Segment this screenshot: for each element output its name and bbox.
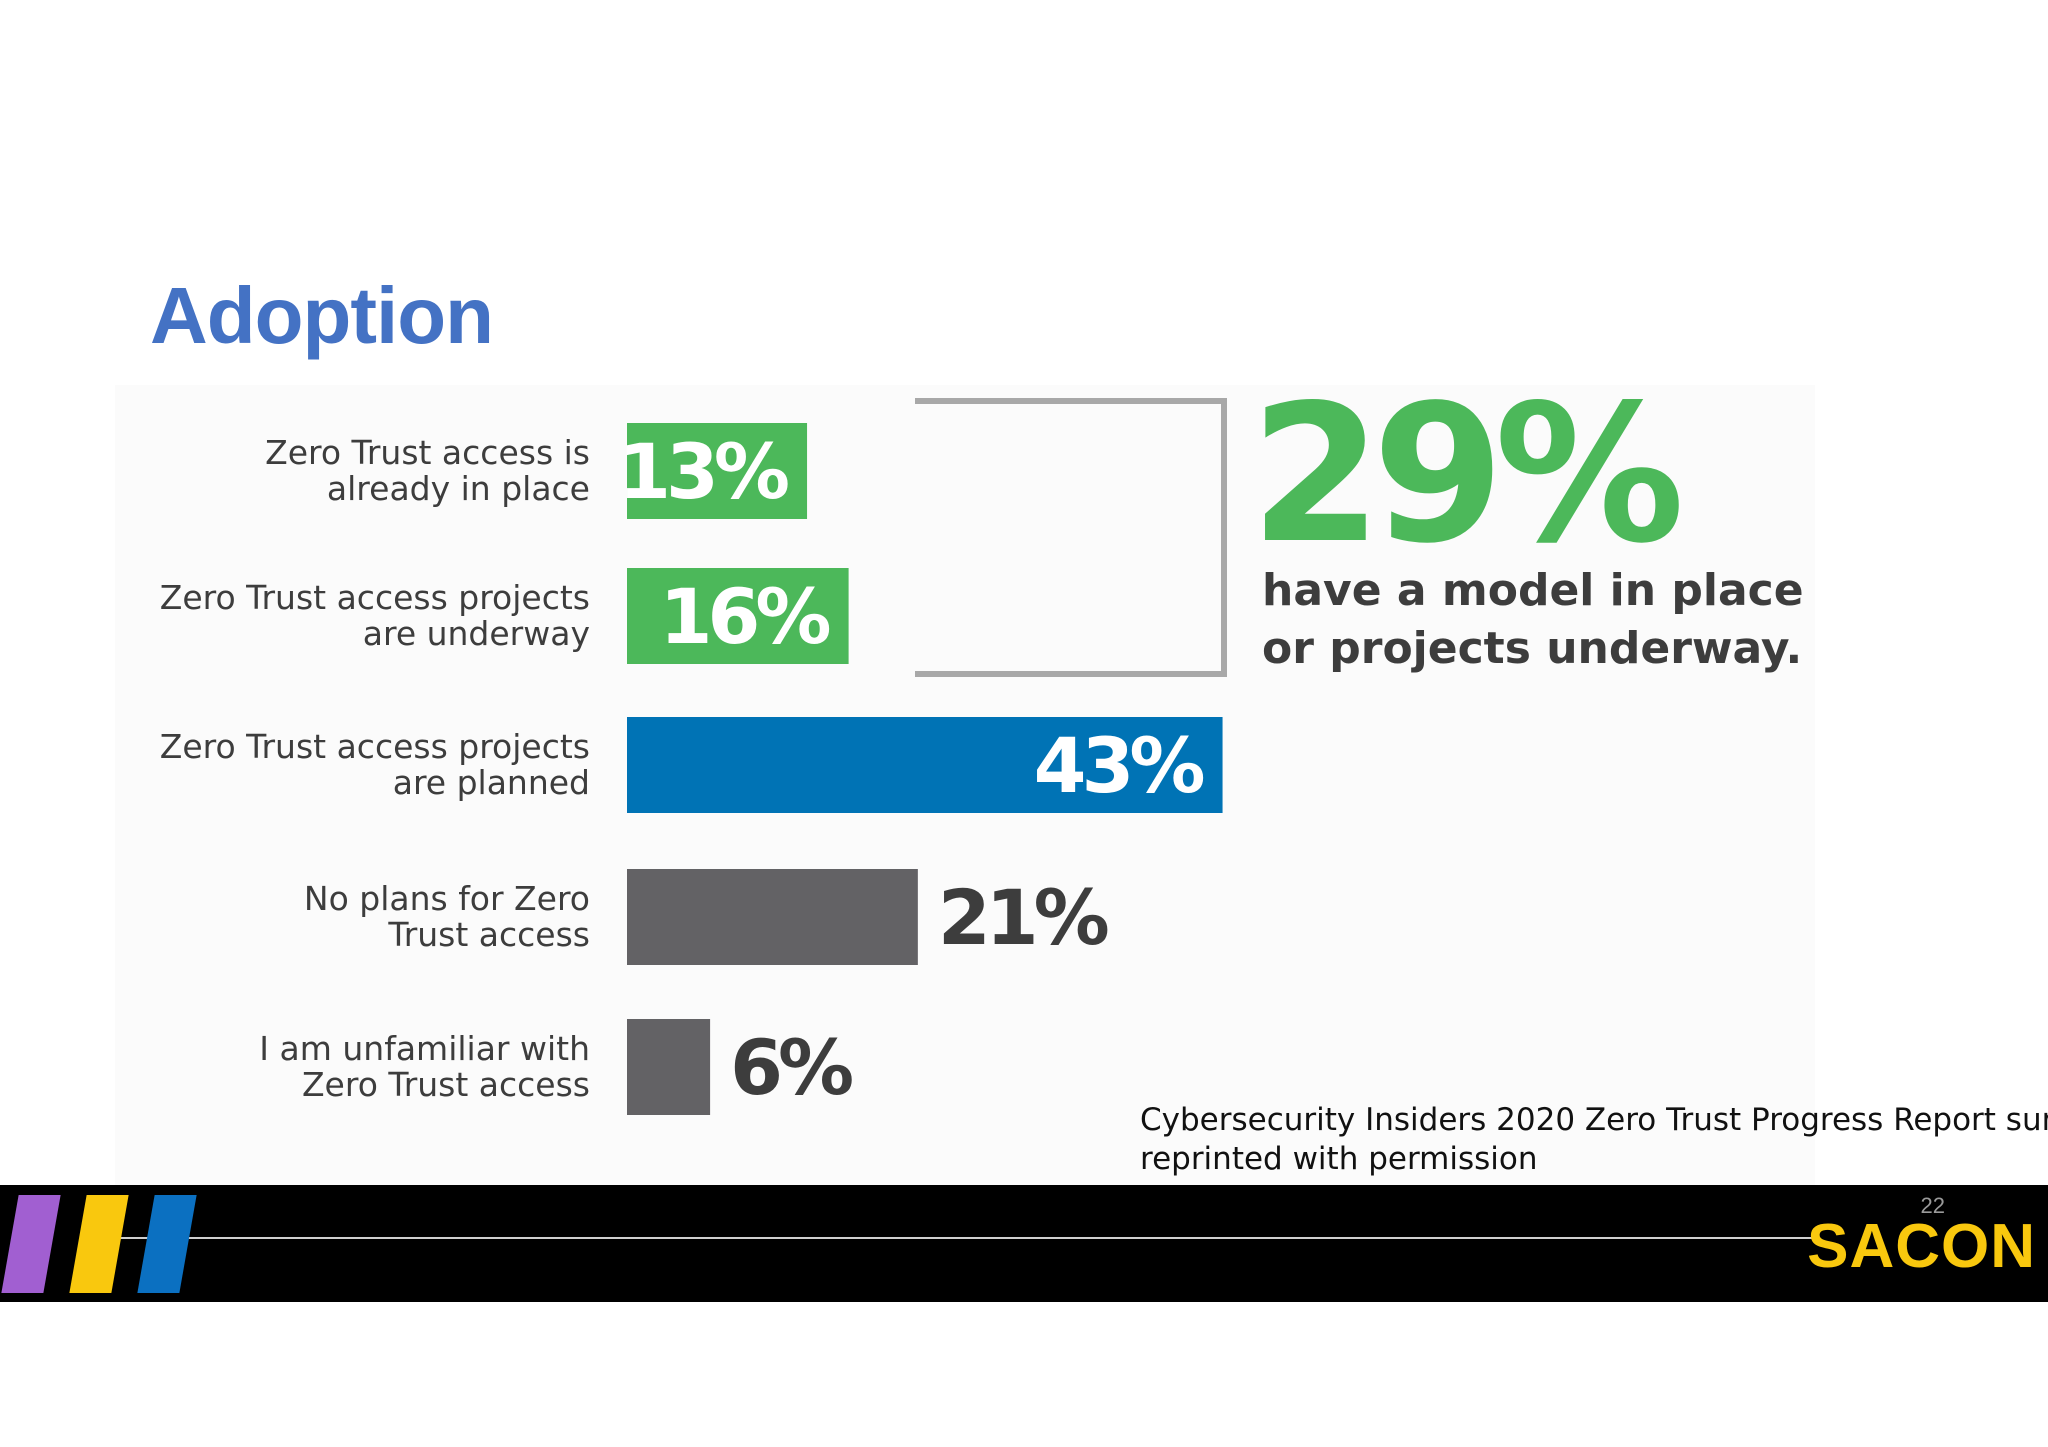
bar-value-label-2: 16%	[660, 572, 830, 661]
group-bracket	[915, 398, 1227, 677]
footer-divider	[95, 1237, 1820, 1239]
bar-3	[627, 717, 1223, 813]
sacon-logo: SACON	[1807, 1212, 2036, 1281]
bar-value-label-3: 43%	[1034, 721, 1204, 810]
bar-5	[627, 1019, 711, 1115]
source-note-line2: reprinted with permission	[1140, 1141, 1538, 1177]
footer-stripe-yellow	[69, 1195, 129, 1293]
highlight-text: have a model in place or projects underw…	[1262, 562, 1862, 678]
source-note-line1: Cybersecurity Insiders 2020 Zero Trust P…	[1140, 1102, 2048, 1138]
highlight-value: 29%	[1250, 364, 1685, 585]
source-note: Cybersecurity Insiders 2020 Zero Trust P…	[1140, 1101, 2048, 1179]
highlight-text-line1: have a model in place	[1262, 565, 1804, 616]
bar-4	[627, 869, 918, 965]
bar-1	[627, 423, 808, 519]
category-label-4: No plans for Zero Trust access	[303, 879, 590, 954]
bar-2	[627, 568, 849, 664]
bar-value-label-5: 6%	[730, 1023, 852, 1112]
footer-band: 22 SACON	[0, 1185, 2048, 1302]
bar-value-label-4: 21%	[938, 873, 1108, 962]
highlight-text-line2: or projects underway.	[1262, 623, 1803, 674]
footer-stripe-purple	[1, 1195, 61, 1293]
page-number: 22	[1920, 1193, 1945, 1218]
bar-value-label-1: 13%	[618, 427, 788, 516]
footer-stripe-blue	[137, 1195, 197, 1293]
category-label-3: Zero Trust access projects are planned	[159, 727, 590, 802]
category-label-2: Zero Trust access projects are underway	[159, 578, 590, 653]
category-label-1: Zero Trust access is already in place	[265, 433, 590, 508]
category-label-5: I am unfamiliar with Zero Trust access	[259, 1029, 590, 1104]
slide-title: Adoption	[150, 271, 494, 360]
